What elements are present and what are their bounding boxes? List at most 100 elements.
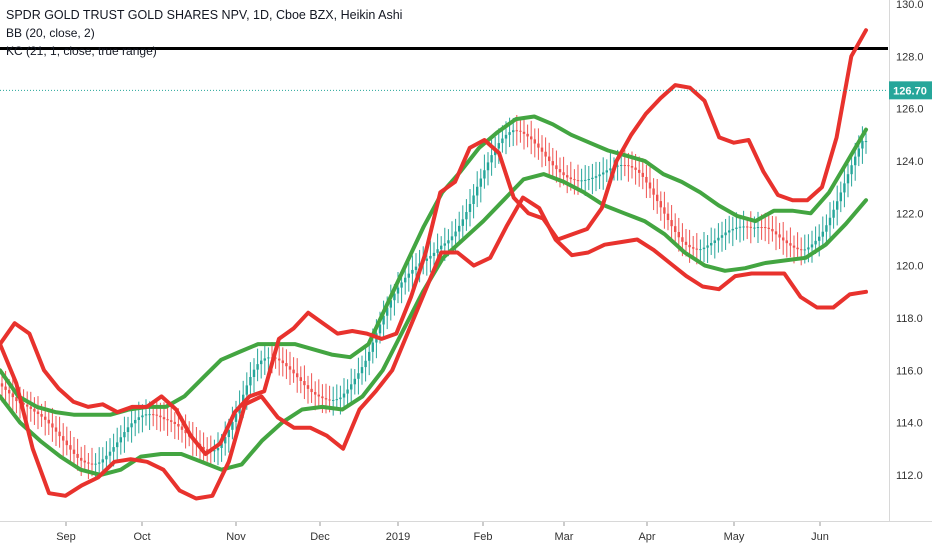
candle-body [782, 237, 785, 241]
candle-body [285, 363, 288, 367]
candle-body [69, 445, 72, 450]
candle-body [533, 139, 536, 144]
candle-body [83, 460, 86, 463]
candle-body [645, 176, 648, 183]
candle-body [231, 421, 234, 430]
candle-body [162, 417, 166, 420]
candle-body [332, 399, 335, 401]
price-tick-label: 118.0 [896, 313, 923, 325]
candle-body [573, 179, 576, 181]
time-tick-label: Jun [811, 531, 829, 543]
candle-body [314, 392, 317, 395]
candle-body [87, 462, 90, 464]
candle-body [774, 231, 778, 235]
candle-body [296, 373, 299, 378]
candle-body [648, 182, 652, 189]
candle-body [252, 369, 256, 377]
candle-body [857, 148, 860, 157]
time-axis[interactable]: Sep Oct Nov Dec 2019 Feb Mar Apr May Jun [56, 522, 829, 543]
candle-body [152, 414, 155, 416]
candle-body [54, 427, 58, 432]
indicator-bands [0, 28, 868, 501]
bollinger-upper-band [0, 28, 868, 456]
candle-body [335, 399, 338, 401]
price-axis[interactable]: 112.0 114.0 116.0 118.0 120.0 122.0 124.0 126.0… [896, 0, 924, 482]
candle-body [40, 414, 43, 417]
candle-body [44, 416, 47, 420]
candle-body [339, 397, 342, 400]
price-tick-label: 130.0 [896, 0, 924, 11]
candle-body [818, 236, 821, 241]
candle-body [663, 207, 666, 214]
candle-body [706, 245, 709, 248]
keltner-channels-label[interactable]: KC (21, 1, close, true range) [6, 44, 157, 58]
candle-body [411, 269, 414, 274]
price-tick-label: 114.0 [896, 418, 923, 430]
candle-body [288, 366, 292, 370]
candle-body [796, 247, 799, 250]
candle-body [666, 213, 670, 221]
price-tick-label: 116.0 [896, 365, 923, 377]
candle-body [569, 177, 572, 180]
candle-body [472, 195, 475, 205]
candle-body [414, 266, 418, 270]
candle-body [746, 226, 749, 228]
candle-body [278, 358, 281, 361]
candle-body [778, 234, 781, 238]
candle-body [429, 255, 432, 259]
bollinger-bands-label[interactable]: BB (20, close, 2) [6, 26, 95, 40]
candle-body [458, 225, 461, 232]
candle-body [839, 192, 842, 202]
candle-body [170, 420, 173, 422]
symbol-title[interactable]: SPDR GOLD TRUST GOLD SHARES NPV, 1D, Cbo… [6, 8, 403, 22]
candle-body [551, 161, 554, 166]
candle-body [425, 258, 428, 261]
candle-body [234, 413, 238, 422]
candle-body [519, 130, 522, 132]
candle-body [544, 151, 547, 157]
candle-body [216, 447, 220, 451]
candle-body [26, 404, 29, 407]
candle-body [116, 442, 119, 448]
candle-body [98, 462, 101, 464]
candle-body [105, 455, 108, 460]
candle-body [864, 141, 868, 143]
candle-body [670, 220, 673, 227]
candle-body [728, 230, 731, 233]
candle-body [8, 389, 11, 394]
candle-body [537, 143, 540, 148]
candle-body [90, 463, 94, 465]
candle-body [346, 389, 349, 394]
candle-body [321, 396, 324, 399]
candle-body [436, 249, 439, 253]
candle-body [789, 243, 792, 246]
candle-body [177, 423, 180, 427]
candle-body [29, 406, 32, 409]
candle-body [641, 172, 644, 177]
candle-body [324, 398, 328, 400]
candle-body [522, 131, 526, 134]
candle-body [558, 169, 562, 173]
candle-body [854, 156, 857, 166]
candle-body [814, 240, 817, 245]
candle-body [245, 385, 248, 395]
candle-body [404, 277, 407, 283]
candle-body [785, 240, 788, 244]
candle-body [11, 393, 14, 398]
candle-body [101, 459, 104, 463]
last-price-label: 126.70 [893, 85, 927, 97]
candle-body [659, 201, 662, 208]
chart-legend: SPDR GOLD TRUST GOLD SHARES NPV, 1D, Cbo… [6, 6, 402, 60]
candle-body [627, 165, 630, 167]
candle-body [609, 168, 612, 171]
candle-body [483, 170, 486, 179]
price-tick-label: 126.0 [896, 104, 924, 116]
candle-body [792, 245, 796, 248]
candle-body [134, 419, 137, 424]
candle-body [598, 174, 601, 177]
candle-body [803, 249, 806, 251]
candle-body [267, 357, 270, 359]
candle-body [710, 242, 713, 246]
